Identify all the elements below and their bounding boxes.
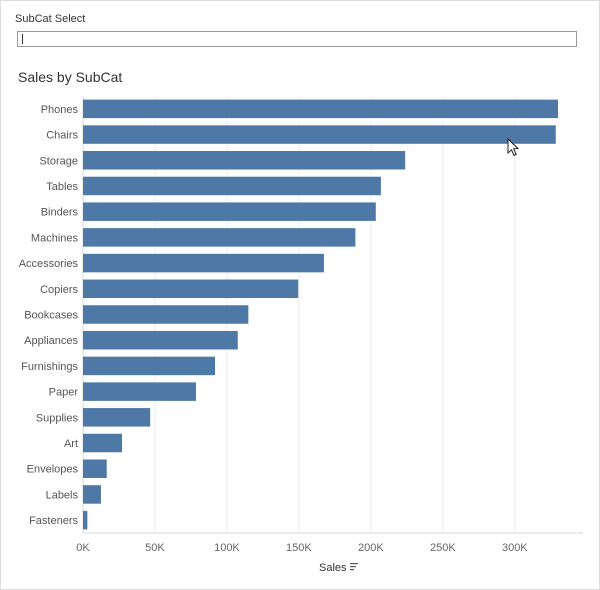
category-label: Chairs <box>46 130 78 142</box>
x-tick-label: 0K <box>76 542 90 554</box>
category-label: Supplies <box>36 412 79 424</box>
category-label: Tables <box>46 181 78 193</box>
x-axis-ticks: 0K 50K 100K 150K 200K 250K 300K <box>76 542 528 554</box>
bar-machines[interactable] <box>83 228 356 247</box>
category-label: Envelopes <box>27 464 79 476</box>
category-label: Furnishings <box>21 361 78 373</box>
category-label: Art <box>64 438 78 450</box>
filter-label: SubCat Select <box>15 13 86 25</box>
x-tick-label: 50K <box>145 542 165 554</box>
category-label: Fasteners <box>29 515 78 527</box>
category-label: Binders <box>41 207 79 219</box>
category-label: Copiers <box>40 284 78 296</box>
sort-descending-icon[interactable] <box>350 563 358 571</box>
bar-tables[interactable] <box>83 176 381 196</box>
subcat-select-input[interactable] <box>17 31 577 47</box>
bar-fasteners[interactable] <box>83 510 88 530</box>
text-caret <box>22 34 23 44</box>
bar-bookcases[interactable] <box>83 305 249 324</box>
bar-chairs[interactable] <box>83 125 556 144</box>
bar-envelopes[interactable] <box>83 459 107 478</box>
bars <box>83 99 559 530</box>
x-axis-title: Sales <box>319 562 347 574</box>
x-tick-label: 150K <box>286 542 312 554</box>
x-tick-label: 100K <box>214 542 240 554</box>
x-tick-label: 250K <box>430 542 456 554</box>
category-label: Bookcases <box>24 310 78 322</box>
category-label: Appliances <box>24 335 78 347</box>
bar-appliances[interactable] <box>83 330 238 350</box>
x-tick-label: 300K <box>502 542 528 554</box>
category-label: Phones <box>41 104 79 116</box>
category-label: Machines <box>31 232 79 244</box>
bar-accessories[interactable] <box>83 253 324 273</box>
bar-supplies[interactable] <box>83 408 151 427</box>
bar-art[interactable] <box>83 433 123 453</box>
bar-furnishings[interactable] <box>83 356 215 376</box>
bar-copiers[interactable] <box>83 279 299 299</box>
bar-labels[interactable] <box>83 485 101 504</box>
category-label: Paper <box>49 387 79 399</box>
bar-paper[interactable] <box>83 382 196 401</box>
x-tick-label: 200K <box>358 542 384 554</box>
category-label: Storage <box>39 155 78 167</box>
category-label: Labels <box>46 489 79 501</box>
bar-binders[interactable] <box>83 202 376 221</box>
chart-title: Sales by SubCat <box>18 69 123 85</box>
category-labels: Phones Chairs Storage Tables Binders Machines… <box>19 104 79 527</box>
mouse-pointer-icon <box>507 137 520 157</box>
bar-storage[interactable] <box>83 151 406 170</box>
category-label: Accessories <box>19 258 79 270</box>
bar-phones[interactable] <box>83 99 559 119</box>
